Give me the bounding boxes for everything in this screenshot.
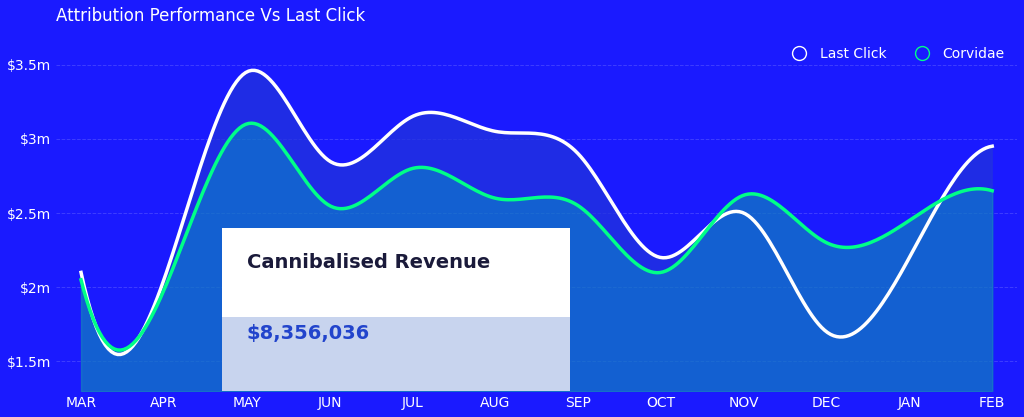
Text: Attribution Performance Vs Last Click: Attribution Performance Vs Last Click: [56, 7, 366, 25]
FancyBboxPatch shape: [222, 317, 569, 391]
Text: Cannibalised Revenue: Cannibalised Revenue: [247, 253, 489, 272]
Legend: Last Click, Corvidae: Last Click, Corvidae: [780, 42, 1010, 67]
FancyBboxPatch shape: [222, 228, 569, 317]
Text: $8,356,036: $8,356,036: [247, 324, 370, 343]
